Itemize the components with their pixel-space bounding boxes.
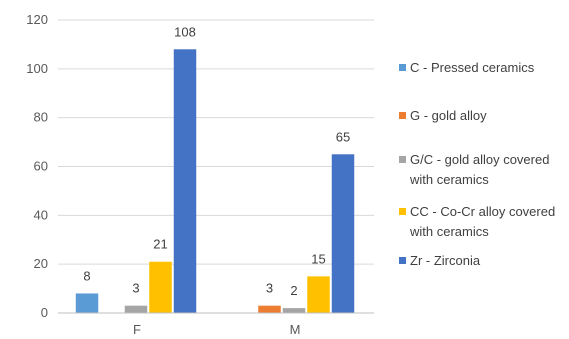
data-label: 21 — [153, 237, 167, 252]
y-tick-label: 40 — [34, 207, 48, 222]
bar — [149, 261, 172, 313]
data-label: 2 — [290, 283, 297, 298]
y-tick-label: 100 — [26, 61, 48, 76]
bar — [331, 154, 355, 313]
y-tick-label: 60 — [34, 159, 48, 174]
legend: C - Pressed ceramics G - gold alloy G/C - … — [399, 60, 555, 268]
data-label: 8 — [83, 268, 90, 283]
axes: 0 20 40 60 80 100 120 F M — [26, 12, 374, 337]
y-tick-label: 80 — [34, 110, 48, 125]
data-label: 108 — [174, 24, 196, 39]
legend-entry: C - Pressed ceramics — [410, 60, 535, 75]
y-tick-label: 120 — [26, 12, 48, 27]
bar — [282, 308, 306, 313]
legend-entry: Zr - Zirconia — [410, 253, 481, 268]
y-tick-label: 0 — [41, 305, 48, 320]
data-label: 3 — [266, 281, 273, 296]
legend-swatch — [399, 208, 406, 215]
x-tick-label: M — [290, 322, 301, 337]
bars — [75, 49, 355, 314]
gridlines — [58, 19, 374, 265]
legend-swatch — [399, 112, 406, 119]
data-label: 15 — [311, 251, 325, 266]
legend-entry: CC - Co-Cr alloy covered with ceramics — [409, 204, 555, 239]
bar — [124, 305, 148, 313]
legend-swatch — [399, 257, 406, 264]
data-label: 3 — [132, 281, 139, 296]
legend-swatch — [399, 156, 406, 163]
data-labels: 8 3 21 108 3 2 15 65 — [83, 24, 350, 298]
bar — [173, 49, 197, 314]
data-label: 65 — [336, 129, 350, 144]
bar — [307, 276, 330, 313]
bar — [75, 293, 99, 313]
legend-swatch — [399, 64, 406, 71]
legend-entry: G/C - gold alloy covered with ceramics — [409, 152, 549, 187]
bar — [258, 305, 281, 313]
x-tick-label: F — [133, 322, 141, 337]
legend-entry: G - gold alloy — [410, 108, 487, 123]
y-tick-label: 20 — [34, 256, 48, 271]
